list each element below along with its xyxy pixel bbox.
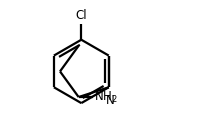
Text: Cl: Cl [75,9,87,22]
Text: N: N [106,94,115,107]
Text: NH$_2$: NH$_2$ [94,90,118,105]
